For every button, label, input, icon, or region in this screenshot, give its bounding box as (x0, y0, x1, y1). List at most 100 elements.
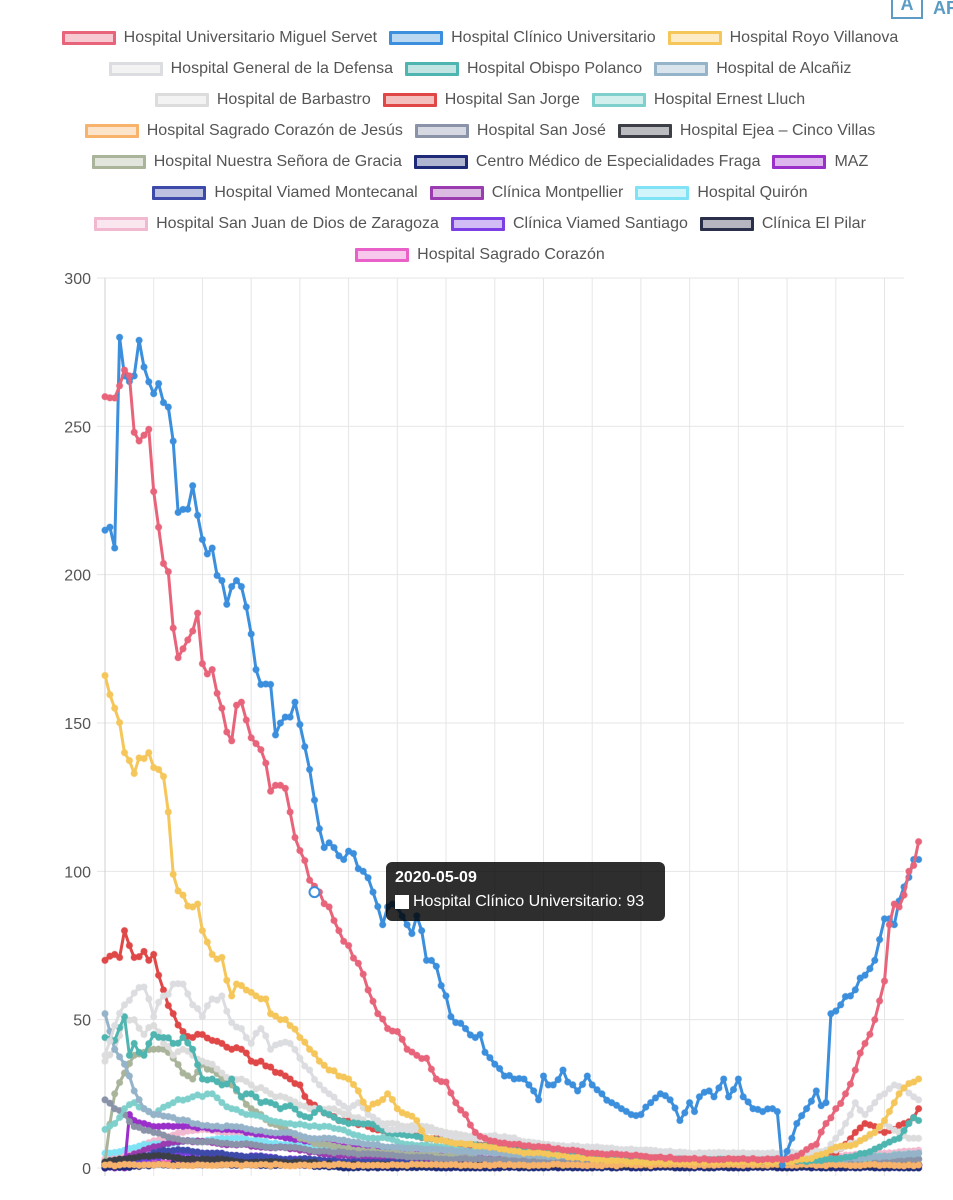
data-point (301, 1038, 309, 1046)
data-point (291, 698, 299, 707)
chart-tooltip: 2020-05-09 Hospital Clínico Universitari… (386, 862, 665, 921)
data-point (130, 1015, 138, 1024)
data-point (159, 559, 168, 568)
data-point (257, 745, 265, 754)
data-point (154, 998, 163, 1007)
data-point (115, 382, 124, 390)
data-point (802, 1104, 811, 1113)
legend-swatch (382, 93, 437, 107)
data-point (310, 796, 319, 804)
data-point (145, 1039, 153, 1048)
font-size-button[interactable]: A (891, 0, 923, 19)
data-point (846, 1111, 855, 1119)
data-point (101, 1051, 109, 1060)
data-point (174, 653, 182, 662)
legend-item[interactable]: Hospital Ejea – Cinco Villas (617, 119, 875, 143)
data-point (188, 627, 197, 635)
data-point (383, 1090, 392, 1098)
data-point (866, 1030, 874, 1039)
data-point (822, 1119, 830, 1128)
data-point (174, 1060, 182, 1069)
data-point (115, 718, 124, 727)
data-point (681, 1109, 689, 1117)
legend-item[interactable]: Hospital Quirón (635, 181, 808, 205)
data-point (218, 992, 226, 1000)
series-line (104, 335, 919, 1167)
legend-item[interactable]: Hospital de Alcañiz (654, 57, 851, 81)
legend-item[interactable]: Hospital Clínico Universitario (389, 26, 656, 50)
legend-item[interactable]: Clínica El Pilar (699, 212, 866, 236)
legend-label: Centro Médico de Especialidades Fraga (475, 153, 761, 170)
data-point (466, 1121, 475, 1129)
legend-label: Hospital San Juan de Dios de Zaragoza (156, 215, 439, 232)
data-point (719, 1075, 728, 1083)
data-point (149, 1012, 158, 1021)
site-label[interactable]: AR (933, 0, 953, 18)
legend-item[interactable]: Hospital Royo Villanova (667, 26, 898, 50)
data-point (262, 759, 270, 767)
series-line (104, 368, 921, 1162)
data-point (159, 772, 168, 781)
data-point (164, 990, 173, 999)
data-point (827, 1114, 835, 1122)
tooltip-date: 2020-05-09 (395, 869, 477, 886)
data-point (213, 1094, 221, 1102)
legend-item[interactable]: Hospital San José (414, 119, 606, 143)
legend-item[interactable]: Hospital Ernest Lluch (591, 88, 805, 112)
data-point (554, 1075, 562, 1084)
legend-item[interactable]: MAZ (772, 150, 868, 174)
data-point (193, 1061, 202, 1069)
data-point (174, 1039, 182, 1047)
legend-item[interactable]: Hospital Sagrado Corazón de Jesús (84, 119, 403, 143)
legend-item[interactable]: Hospital Universitario Miguel Servet (61, 26, 377, 50)
data-point (120, 366, 129, 374)
data-point (135, 952, 143, 961)
data-point (164, 808, 173, 816)
legend-item[interactable]: Hospital Viamed Montecanal (152, 181, 418, 205)
data-point (174, 1021, 182, 1029)
data-point (296, 720, 304, 729)
data-point (710, 1093, 718, 1101)
data-point (242, 716, 251, 724)
legend-item[interactable]: Hospital de Barbastro (154, 88, 371, 112)
data-point (198, 659, 207, 668)
data-point (393, 1027, 402, 1036)
legend-item[interactable]: Hospital San Jorge (382, 88, 580, 112)
data-point (413, 1116, 421, 1125)
data-point (281, 784, 290, 793)
legend-item[interactable]: Centro Médico de Especialidades Fraga (413, 150, 761, 174)
data-point (140, 1030, 148, 1039)
y-tick-label: 100 (64, 864, 91, 881)
data-point (315, 1081, 324, 1089)
data-point (875, 997, 884, 1005)
y-tick-label: 0 (82, 1161, 91, 1178)
data-point (442, 1078, 450, 1086)
legend-swatch (429, 186, 484, 200)
legend-item[interactable]: Hospital Sagrado Corazón (355, 243, 605, 267)
legend-swatch (699, 217, 754, 231)
y-tick-label: 150 (64, 716, 91, 733)
data-point (281, 1015, 290, 1024)
data-point (227, 1075, 236, 1083)
legend-label: MAZ (834, 153, 869, 170)
data-point (110, 1021, 119, 1030)
legend-item[interactable]: Hospital General de la Defensa (108, 57, 393, 81)
data-point (115, 1113, 124, 1122)
data-point (427, 1065, 436, 1073)
data-point (369, 888, 377, 896)
data-point (861, 1110, 869, 1119)
legend-item[interactable]: Hospital Nuestra Señora de Gracia (91, 150, 402, 174)
legend-item[interactable]: Hospital Obispo Polanco (404, 57, 642, 81)
data-point (179, 645, 187, 653)
data-point (871, 956, 879, 965)
data-point (164, 403, 173, 411)
data-point (573, 1087, 582, 1095)
legend-item[interactable]: Clínica Viamed Santiago (450, 212, 688, 236)
data-point (481, 1048, 489, 1057)
data-point (135, 1123, 143, 1132)
legend-item[interactable]: Clínica Montpellier (429, 181, 623, 205)
data-point (851, 1066, 860, 1074)
data-point (914, 1149, 923, 1157)
legend-item[interactable]: Hospital San Juan de Dios de Zaragoza (94, 212, 439, 236)
